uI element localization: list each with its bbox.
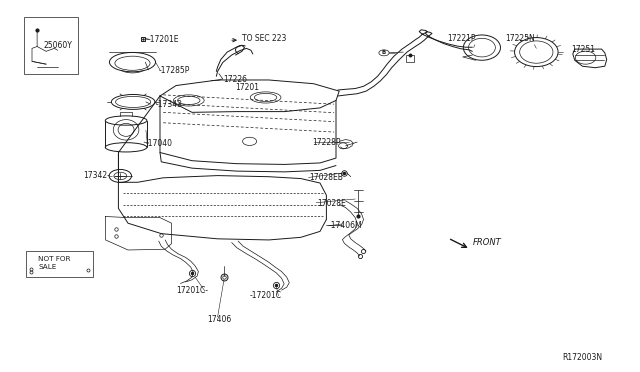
Text: -17201E: -17201E xyxy=(147,35,179,44)
Text: 17201: 17201 xyxy=(236,83,260,92)
Text: 17342-: 17342- xyxy=(83,171,110,180)
Text: R172003N: R172003N xyxy=(562,353,602,362)
Text: FRONT: FRONT xyxy=(472,238,501,247)
Text: 17028EB: 17028EB xyxy=(309,173,343,182)
Text: -17040: -17040 xyxy=(146,139,173,148)
Text: B: B xyxy=(382,50,386,55)
Text: 17028E: 17028E xyxy=(317,199,346,208)
Text: 17226: 17226 xyxy=(223,75,246,84)
Bar xyxy=(406,55,414,62)
Text: 17228P: 17228P xyxy=(312,138,341,147)
Text: 17221P: 17221P xyxy=(447,34,476,43)
Text: 17225N: 17225N xyxy=(506,34,535,43)
Bar xyxy=(24,17,78,74)
Text: 25060Y: 25060Y xyxy=(44,41,72,50)
Text: -17406M: -17406M xyxy=(328,221,362,230)
Text: -17285P: -17285P xyxy=(159,66,190,75)
Text: -17343: -17343 xyxy=(156,100,182,109)
Text: 17251: 17251 xyxy=(571,45,595,54)
Text: TO SEC 223: TO SEC 223 xyxy=(242,34,286,43)
Bar xyxy=(26,251,93,277)
Text: NOT FOR
SALE: NOT FOR SALE xyxy=(38,256,71,270)
Text: 17406: 17406 xyxy=(207,315,231,324)
Text: -17201C: -17201C xyxy=(250,291,282,300)
Text: 17201C-: 17201C- xyxy=(176,286,208,295)
